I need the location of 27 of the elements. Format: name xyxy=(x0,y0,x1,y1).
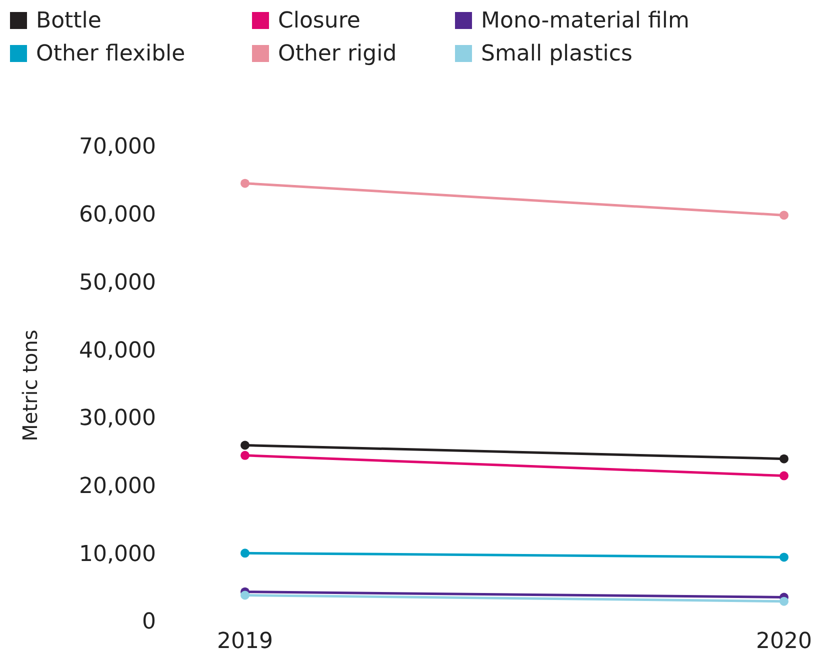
point xyxy=(780,471,788,480)
point xyxy=(240,440,250,450)
legend-label: Mono-material film xyxy=(481,8,690,34)
legend-label: Other flexible xyxy=(36,42,186,67)
y-tick-label: 50,000 xyxy=(79,270,156,296)
point xyxy=(240,548,250,558)
y-tick-label: 20,000 xyxy=(79,474,156,499)
y-tick-label: 60,000 xyxy=(79,202,156,228)
point xyxy=(780,210,788,220)
point xyxy=(780,552,788,562)
x-tick-label: 2020 xyxy=(756,629,812,654)
y-axis-title: Metric tons xyxy=(18,330,42,442)
y-tick-label: 40,000 xyxy=(79,338,156,364)
point xyxy=(240,450,250,460)
legend-label: Closure xyxy=(278,8,360,34)
legend-label: Other rigid xyxy=(278,42,397,67)
point xyxy=(780,596,788,606)
point xyxy=(780,454,788,464)
y-tick-label: 0 xyxy=(142,610,156,635)
point xyxy=(240,178,250,188)
x-tick-label: 2019 xyxy=(217,629,273,654)
legend-label: Bottle xyxy=(36,8,102,34)
y-tick-label: 30,000 xyxy=(79,406,156,432)
point xyxy=(240,590,250,600)
legend-label: Small plastics xyxy=(481,42,632,67)
y-tick-label: 70,000 xyxy=(79,134,156,160)
y-tick-label: 10,000 xyxy=(79,542,156,567)
